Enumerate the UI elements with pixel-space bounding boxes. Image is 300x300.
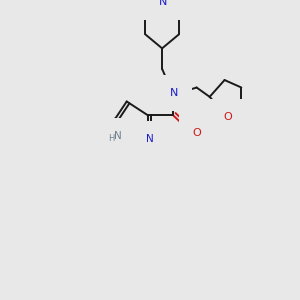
Text: H: H [108,134,114,143]
Text: N: N [146,134,154,144]
Text: O: O [192,128,201,138]
Text: N: N [113,131,121,141]
Text: O: O [223,112,232,122]
Text: N: N [170,88,178,98]
Text: N: N [159,0,167,7]
